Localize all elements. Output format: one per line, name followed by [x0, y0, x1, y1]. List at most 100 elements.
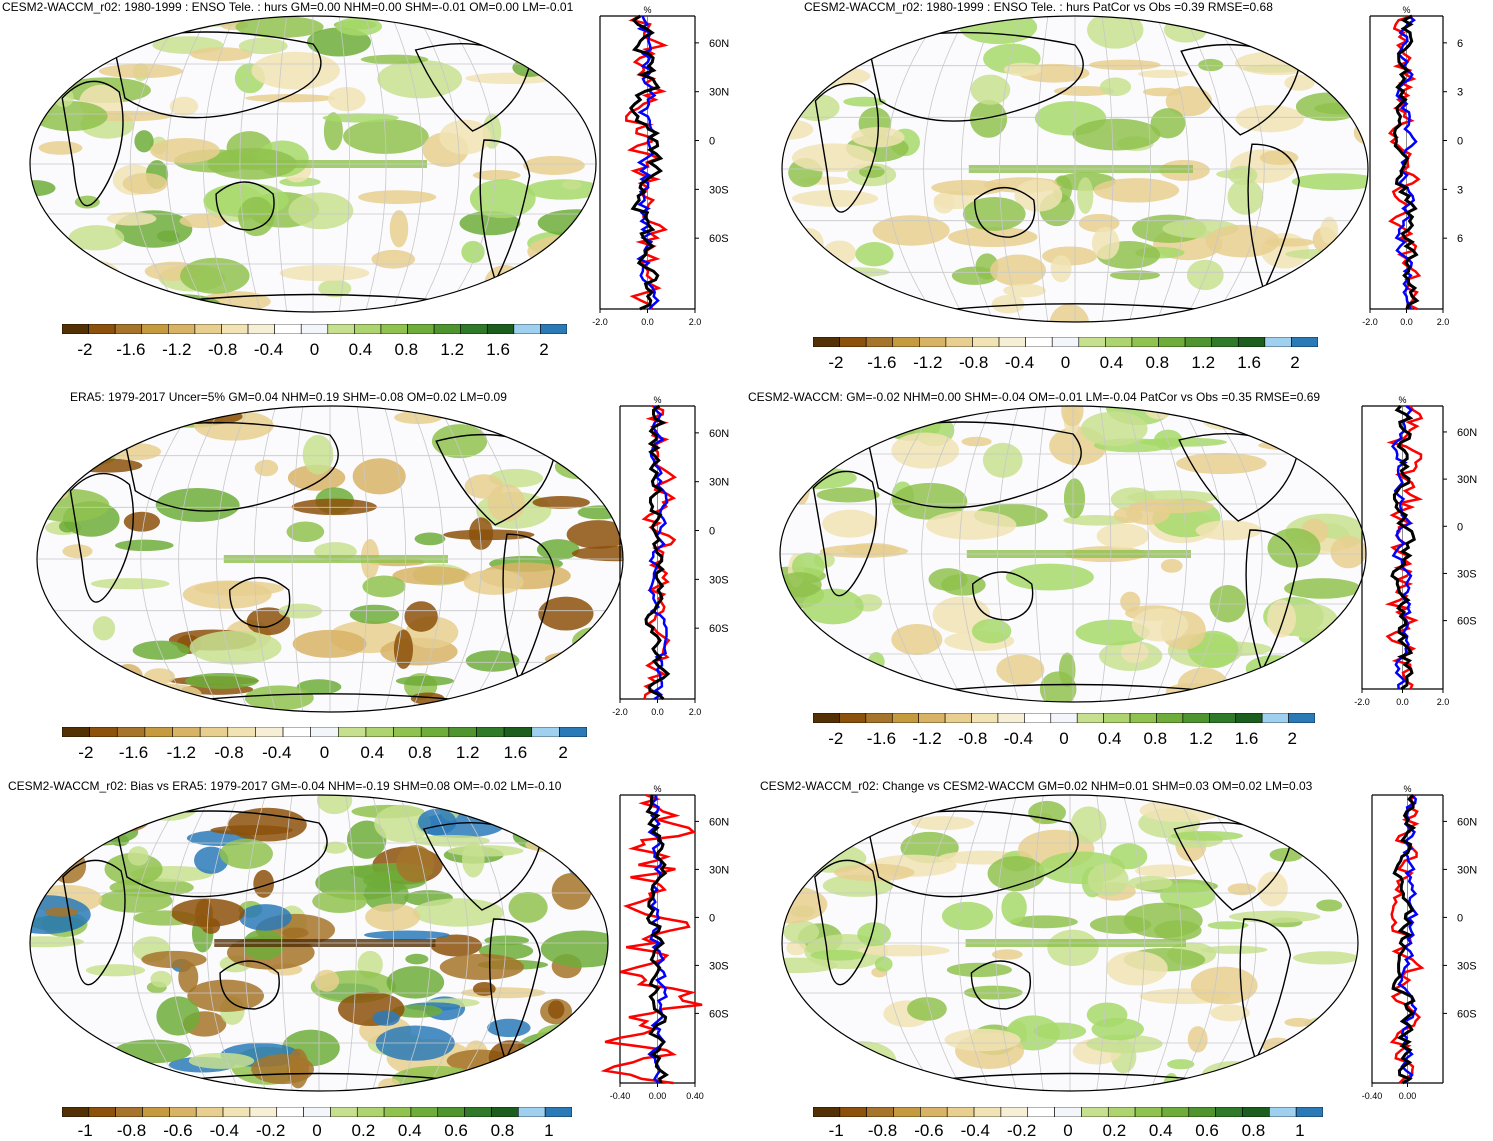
colorbar-swatch	[839, 337, 867, 347]
colorbar-swatch	[116, 727, 146, 737]
colorbar-swatch	[356, 1107, 385, 1117]
anomaly-patch	[1284, 1017, 1313, 1027]
colorbar-swatch	[946, 1107, 975, 1117]
zonal-x-tick-label: 0.40	[686, 1091, 704, 1101]
anomaly-patch	[364, 930, 450, 940]
anomaly-patch	[1139, 798, 1224, 823]
colorbar-swatch	[249, 1107, 278, 1117]
colorbar-swatch	[1027, 1107, 1055, 1117]
anomaly-patch	[1001, 891, 1027, 924]
graticule-line	[885, 16, 942, 322]
anomaly-patch	[98, 64, 184, 79]
anomaly-patch	[36, 257, 100, 280]
anomaly-patch	[30, 259, 61, 295]
colorbar-swatch	[1107, 1107, 1136, 1117]
anomaly-patch	[291, 498, 377, 516]
anomaly-patch	[127, 846, 149, 866]
anomaly-patch	[528, 688, 568, 712]
colorbar-swatch	[998, 337, 1026, 347]
latitude-tick-label: 30N	[709, 477, 729, 489]
coastline	[479, 139, 531, 283]
anomaly-patch	[971, 618, 1012, 644]
anomaly-patch	[1257, 871, 1288, 907]
anomaly-patch	[386, 966, 445, 999]
anomaly-patch	[30, 180, 56, 197]
anomaly-patch	[1070, 806, 1107, 844]
graticule-line	[1175, 795, 1220, 1091]
panel-5: CESM2-WACCM_r02: Bias vs ERA5: 1979-2017…	[0, 775, 745, 1140]
anomaly-patch	[86, 290, 105, 312]
anomaly-patch	[1205, 224, 1280, 258]
panel-title: CESM2-WACCM: GM=-0.02 NHM=0.00 SHM=-0.04…	[748, 390, 1321, 404]
zonal-x-tick-label: -2.0	[1354, 697, 1370, 707]
anomaly-patch	[150, 137, 220, 164]
anomaly-patch	[360, 54, 429, 65]
anomaly-patch	[1086, 1034, 1163, 1054]
anomaly-patch	[948, 226, 1038, 248]
colorbar-swatch	[354, 324, 382, 334]
anomaly-patch	[287, 1048, 309, 1089]
anomaly-patch	[155, 488, 240, 522]
colorbar-swatch	[1105, 337, 1133, 347]
colorbar-swatch	[559, 727, 587, 737]
colorbar-swatch	[247, 324, 275, 334]
anomaly-patch	[395, 675, 454, 686]
colorbar-tick-label: -0.4	[253, 340, 284, 359]
colorbar-swatch	[276, 1107, 304, 1117]
colorbar-swatch	[282, 727, 311, 737]
colorbar-swatch	[503, 727, 533, 737]
colorbar-swatch	[1211, 337, 1239, 347]
red-zonal-line	[1384, 405, 1424, 690]
colorbar-swatch	[310, 727, 339, 737]
anomaly-patch	[1160, 882, 1216, 909]
anomaly-patch	[1050, 255, 1072, 283]
anomaly-patch	[523, 156, 585, 175]
colorbar-tick-label: 1.2	[440, 340, 465, 359]
anomaly-patch	[90, 578, 170, 590]
anomaly-patch	[925, 510, 1017, 540]
colorbar-swatch	[1264, 337, 1292, 347]
anomaly-patch	[1106, 951, 1168, 986]
graticule-line	[291, 406, 304, 712]
anomaly-patch	[1087, 863, 1129, 897]
anomaly-patch	[409, 16, 453, 27]
anomaly-patch	[188, 17, 213, 30]
colorbar-swatch	[1078, 337, 1106, 347]
graticule-line	[998, 16, 1022, 322]
anomaly-patch	[39, 487, 69, 501]
colorbar-swatch	[866, 1107, 894, 1117]
graticule-line	[437, 406, 482, 712]
graticule-line	[216, 406, 250, 712]
anomaly-patch	[532, 496, 590, 509]
colorbar-swatch	[1209, 713, 1237, 723]
anomaly-patch	[1200, 945, 1268, 954]
coastline	[924, 1072, 1216, 1082]
anomaly-patch	[1176, 452, 1267, 475]
latitude-tick-label: 60N	[709, 428, 729, 440]
anomaly-patch	[802, 588, 864, 625]
colorbar-swatch	[221, 324, 249, 334]
anomaly-patch	[1120, 641, 1149, 664]
anomaly-patch	[928, 568, 968, 591]
anomaly-patch	[962, 197, 1026, 231]
panel-6: CESM2-WACCM_r02: Change vs CESM2-WACCM G…	[748, 775, 1493, 1140]
red-zonal-line	[600, 793, 703, 1085]
anomaly-patch	[335, 17, 382, 36]
anomaly-patch	[996, 654, 1045, 685]
anomaly-patch	[786, 940, 807, 956]
colorbar-swatch	[169, 1107, 197, 1117]
colorbar-tick-label: 0	[1060, 353, 1071, 372]
anomaly-patch	[468, 517, 494, 550]
anomaly-patch	[1316, 899, 1343, 912]
colorbar-swatch	[1024, 713, 1052, 723]
anomaly-patch	[987, 855, 1046, 892]
colorbar-swatch	[972, 337, 1000, 347]
anomaly-patch	[1005, 563, 1094, 591]
coastline	[970, 960, 1032, 1010]
anomaly-patch	[431, 424, 488, 459]
anomaly-patch	[1134, 864, 1198, 878]
anomaly-patch	[1258, 439, 1336, 451]
colorbar-swatch	[1235, 713, 1263, 723]
anomaly-patch	[907, 997, 947, 1021]
colorbar-swatch	[172, 727, 201, 737]
